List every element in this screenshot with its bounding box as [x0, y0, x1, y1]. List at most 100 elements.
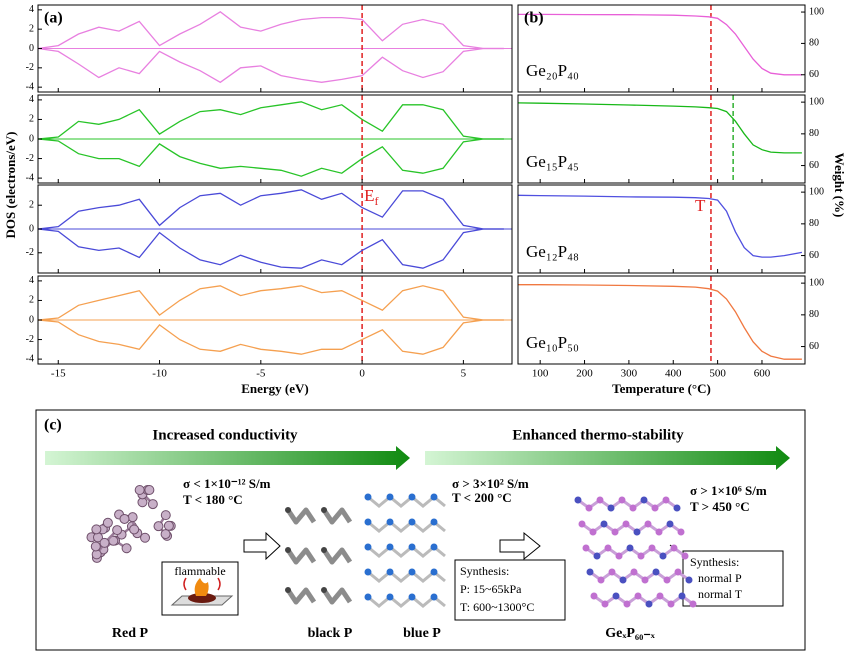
y-axis-label: Weight (%) — [832, 153, 847, 218]
atom — [364, 543, 372, 551]
y-tick-label: 60 — [809, 69, 819, 80]
series-label: Ge₁₅P₄₅ — [526, 152, 579, 171]
x-tick-label: -5 — [256, 368, 266, 380]
atom — [662, 496, 670, 504]
atom — [386, 543, 394, 551]
y-tick-label: 80 — [809, 218, 819, 229]
atom — [674, 568, 682, 576]
atom — [626, 544, 634, 552]
material-name: blue P — [403, 626, 441, 641]
data-line — [517, 194, 803, 258]
atom — [285, 507, 291, 513]
y-tick-label: 2 — [29, 23, 34, 34]
atom — [644, 520, 652, 528]
bond — [321, 507, 353, 525]
atom — [99, 537, 110, 548]
atom — [633, 528, 641, 536]
atom — [601, 600, 609, 608]
annotation: T — [695, 196, 706, 215]
callout-text: T: 600~1300°C — [460, 600, 534, 614]
atom — [91, 524, 102, 535]
bond — [593, 594, 694, 606]
y-axis-label: DOS (electrons/eV) — [3, 132, 18, 239]
y-tick-label: 60 — [809, 160, 819, 171]
atom — [630, 568, 638, 576]
atom — [386, 493, 394, 501]
atom — [618, 496, 626, 504]
x-tick-label: 300 — [621, 368, 638, 380]
chart: -15 -10 -5 0 5 -4 -2 0 2 4 Energy (eV) — [26, 275, 513, 396]
atom — [153, 521, 164, 532]
atom — [140, 532, 151, 543]
atom — [321, 547, 327, 553]
process-arrow — [243, 531, 281, 561]
material-name: Red P — [112, 626, 149, 641]
gradient-arrow — [425, 446, 790, 470]
atom — [364, 518, 372, 526]
atom — [622, 520, 630, 528]
condition: σ < 1×10⁻¹² S/m — [183, 476, 271, 491]
atom — [608, 568, 616, 576]
atom — [386, 568, 394, 576]
atom — [160, 510, 171, 521]
y-tick-label: 60 — [809, 341, 819, 352]
bond — [585, 546, 686, 558]
atom — [666, 520, 674, 528]
panel-c: (c) Increased conductivity Enhanced ther… — [35, 409, 806, 651]
bond — [285, 547, 317, 565]
chart: 60 80 100 Ge₁₅P₄₅ — [517, 94, 824, 184]
y-tick-label: -2 — [26, 334, 34, 345]
bond — [321, 587, 353, 605]
atom — [678, 592, 686, 600]
y-tick-label: 0 — [29, 314, 34, 325]
y-tick-label: 0 — [29, 133, 34, 144]
bond — [581, 522, 682, 534]
material-name: black P — [308, 626, 353, 641]
y-tick-label: 0 — [29, 223, 34, 234]
atom — [600, 520, 608, 528]
y-tick-label: -2 — [26, 153, 34, 164]
data-line — [518, 13, 802, 76]
atom — [430, 493, 438, 501]
atom — [652, 568, 660, 576]
data-line — [37, 11, 504, 50]
annotation-text: E — [364, 186, 374, 205]
data-line — [37, 189, 504, 230]
atom — [121, 543, 132, 554]
series-label: Ge₁₀P₅₀ — [526, 333, 579, 352]
atom — [364, 568, 372, 576]
annotation: Ef — [364, 186, 378, 208]
callout-box — [454, 559, 566, 621]
atom — [656, 592, 664, 600]
material-name: GeₓP₆₀₋ₓ — [605, 626, 655, 641]
atom — [667, 600, 675, 608]
x-tick-label: 600 — [754, 368, 771, 380]
atom — [364, 593, 372, 601]
x-axis-label: Energy (eV) — [241, 381, 309, 396]
chart: -4 -2 0 2 4 — [26, 94, 513, 184]
atom — [619, 576, 627, 584]
atom — [673, 504, 681, 512]
structures — [86, 485, 697, 608]
chart: 60 80 100 Ge₁₂P₄₈ Weight (%) T — [517, 153, 847, 274]
condition: σ > 1×10⁶ S/m — [690, 483, 767, 498]
atom — [430, 593, 438, 601]
panel-label: (a) — [44, 10, 63, 27]
y-tick-label: 80 — [809, 309, 819, 320]
y-tick-label: 4 — [29, 94, 34, 105]
atom — [321, 507, 327, 513]
atom — [386, 593, 394, 601]
y-tick-label: 100 — [809, 96, 824, 107]
x-tick-label: 200 — [576, 368, 593, 380]
x-axis-label: Temperature (°C) — [612, 381, 711, 396]
atom — [585, 504, 593, 512]
atom — [641, 576, 649, 584]
atom — [112, 525, 123, 536]
atom — [430, 518, 438, 526]
header: Enhanced thermo-stability — [512, 427, 684, 443]
atom — [611, 528, 619, 536]
data-line — [37, 101, 504, 140]
bond — [589, 570, 690, 582]
charts: -4 -2 0 2 4 (a) -4 -2 0 2 4 -2 0 2 DOS (electrons/eV) E… — [3, 4, 847, 396]
